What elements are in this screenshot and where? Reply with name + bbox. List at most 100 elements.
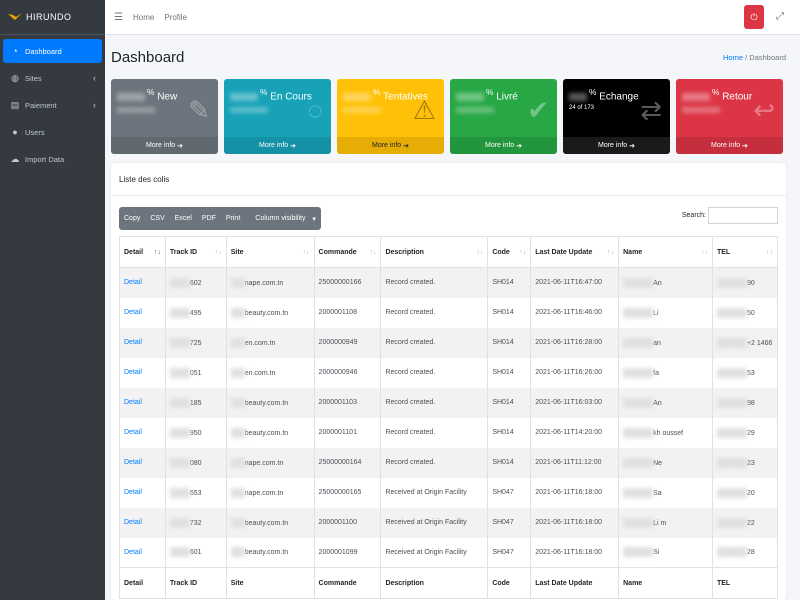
cell-code: SH047 <box>492 548 514 556</box>
cell-commande: 2000001101 <box>318 429 357 436</box>
more-info-link[interactable]: More info ➔ <box>111 137 218 154</box>
nav-link-home[interactable]: Home <box>132 12 155 22</box>
stat-sub-blurred <box>682 107 720 113</box>
breadcrumb-separator: / <box>745 52 748 62</box>
cell-last-date-update: 2021-06-11T16:47:00 <box>535 279 603 287</box>
sidebar-item-users[interactable]: ● Users <box>3 120 102 144</box>
sidebar-item-label: Import Data <box>25 154 65 164</box>
more-info-link[interactable]: More info ➔ <box>563 137 670 154</box>
cell-site: nape.com.tn <box>244 279 284 287</box>
redacted-blur <box>230 547 245 558</box>
more-info-link[interactable]: More info ➔ <box>337 137 444 154</box>
redacted-blur <box>230 337 245 348</box>
redacted-blur <box>623 277 654 288</box>
arrow-circle-right-icon: ➔ <box>290 142 296 150</box>
redacted-blur <box>169 367 190 378</box>
redacted-blur <box>230 517 245 528</box>
fullscreen-icon[interactable]: ⤢ <box>776 11 784 22</box>
detail-link[interactable]: Detail <box>124 459 142 466</box>
col-footer-commande: Commande <box>313 567 382 599</box>
cell-tel: 22 <box>746 519 755 527</box>
spinner-icon: ◌ <box>307 95 323 125</box>
more-info-link[interactable]: More info ➔ <box>450 137 557 154</box>
search-label: Search: <box>681 212 706 219</box>
print-button[interactable]: Print <box>225 215 241 222</box>
table-row: Detail 080 nape.com.tn 25000000164 Record cr… <box>119 447 779 478</box>
cell-last-date-update: 2021-06-11T11:12:00 <box>535 459 602 466</box>
col-header-detail[interactable]: Detail ↑↓ <box>119 236 166 268</box>
detail-link[interactable]: Detail <box>124 429 142 436</box>
detail-link[interactable]: Detail <box>124 548 142 556</box>
exchange-icon: ⇄ <box>640 95 662 125</box>
table-footer-row: Detail Track ID Site Commande Descriptio… <box>119 567 779 599</box>
breadcrumb-current: Dashboard <box>749 52 786 62</box>
sidebar-item-dashboard[interactable]: ◔ Dashboard <box>3 39 102 63</box>
column-visibility-button[interactable]: Column visibility ▾ <box>255 215 316 223</box>
menu-toggle-icon[interactable]: ☰ <box>114 11 123 23</box>
col-header-name[interactable]: Name ↑↓ <box>618 236 713 268</box>
redacted-blur <box>169 337 190 348</box>
redacted-blur <box>169 517 190 528</box>
detail-link[interactable]: Detail <box>124 489 142 496</box>
chevron-left-icon: ‹ <box>93 73 96 83</box>
col-footer-site: Site <box>225 567 315 599</box>
col-header-code[interactable]: Code ↑↓ <box>487 236 532 268</box>
redacted-blur <box>716 367 747 378</box>
dashboard-icon: ◔ <box>12 46 18 56</box>
user-icon: ● <box>12 127 18 137</box>
cell-site: en.com.tn <box>244 339 276 347</box>
col-footer-code: Code <box>487 567 532 599</box>
cell-tel: 29 <box>746 429 755 437</box>
detail-link[interactable]: Detail <box>124 519 142 526</box>
pdf-button[interactable]: PDF <box>201 215 216 222</box>
cell-tel: 20 <box>746 489 755 497</box>
redacted-blur <box>230 367 245 378</box>
sidebar-item-paiement[interactable]: ▤ Paiement ‹ <box>3 93 102 117</box>
cell-description: Record created. <box>385 279 436 287</box>
excel-button[interactable]: Excel <box>174 215 192 222</box>
brand[interactable]: HIRUNDO <box>0 0 105 35</box>
redacted-blur <box>716 547 747 558</box>
search-input[interactable] <box>708 207 778 224</box>
stat-boxes: % New ✎ More info ➔ % En Cours ◌ More in… <box>111 79 786 154</box>
table-row: Detail 495 beauty.com.tn 2000001108 Record c… <box>119 297 779 328</box>
redacted-blur <box>716 427 747 438</box>
more-info-link[interactable]: More info ➔ <box>676 137 783 154</box>
detail-link[interactable]: Detail <box>124 369 142 376</box>
breadcrumb-home[interactable]: Home <box>723 52 744 62</box>
cell-last-date-update: 2021-06-11T16:18:00 <box>535 489 603 496</box>
arrow-circle-right-icon: ➔ <box>629 142 635 150</box>
cell-tel: 28 <box>746 549 755 557</box>
sidebar-item-sites[interactable]: ◍ Sites ‹ <box>3 66 102 90</box>
redacted-blur <box>623 517 654 528</box>
logout-button[interactable]: ⏻ <box>744 5 764 29</box>
cell-site: nape.com.tn <box>244 489 284 497</box>
csv-button[interactable]: CSV <box>150 215 165 222</box>
cell-last-date-update: 2021-06-11T16:03:00 <box>535 399 603 406</box>
col-header-site[interactable]: Site ↑↓ <box>225 236 315 268</box>
arrow-circle-right-icon: ➔ <box>403 142 409 150</box>
col-header-description[interactable]: Description ↑↓ <box>380 236 489 268</box>
col-header-tel[interactable]: TEL ↑↓ <box>711 236 779 268</box>
page-title: Dashboard <box>111 48 185 66</box>
redacted-blur <box>716 277 747 288</box>
copy-button[interactable]: Copy <box>124 215 141 222</box>
redacted-blur <box>716 457 747 468</box>
cell-code: SH014 <box>492 429 514 436</box>
detail-link[interactable]: Detail <box>124 339 142 346</box>
col-header-commande[interactable]: Commande ↑↓ <box>313 236 382 268</box>
detail-link[interactable]: Detail <box>124 399 142 406</box>
col-header-track-id[interactable]: Track ID ↑↓ <box>164 236 227 268</box>
detail-link[interactable]: Detail <box>124 309 142 316</box>
more-info-link[interactable]: More info ➔ <box>224 137 331 154</box>
cell-commande: 2000001099 <box>318 548 358 556</box>
cell-commande: 2000000946 <box>318 369 358 376</box>
brand-name: HIRUNDO <box>26 12 72 22</box>
cell-site: beauty.com.tn <box>244 549 289 557</box>
sidebar-item-import-data[interactable]: ☁ Import Data <box>3 147 102 171</box>
col-header-last-date-update[interactable]: Last Date Update ↑↓ <box>530 236 620 268</box>
stat-sub-blurred <box>117 107 155 113</box>
detail-link[interactable]: Detail <box>124 279 142 287</box>
nav-link-profile[interactable]: Profile <box>164 12 187 22</box>
cell-last-date-update: 2021-06-11T16:46:00 <box>535 309 603 316</box>
